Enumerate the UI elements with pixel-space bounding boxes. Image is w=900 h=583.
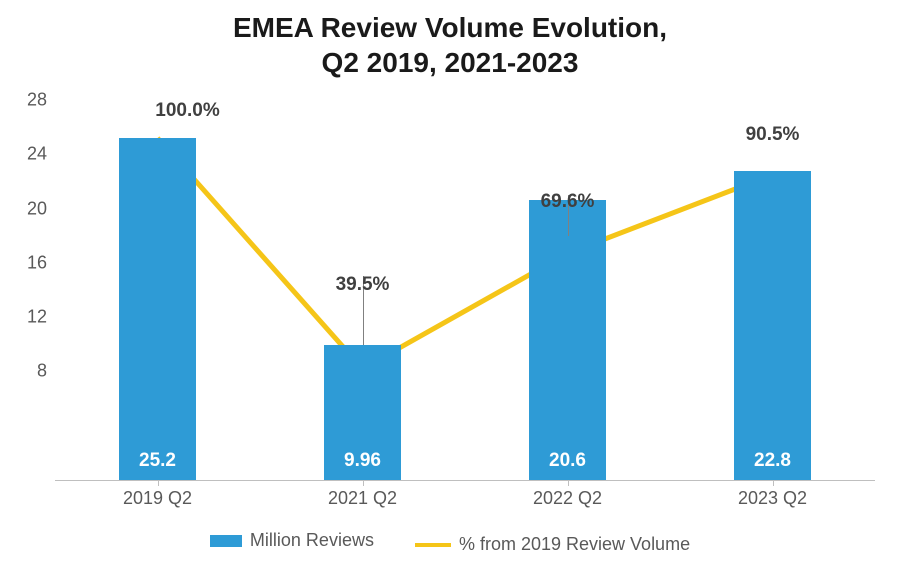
bar-value-label: 20.6: [529, 450, 607, 472]
legend-bar-label: Million Reviews: [250, 530, 374, 551]
y-tick-label: 12: [27, 307, 55, 328]
legend: Million Reviews % from 2019 Review Volum…: [0, 530, 900, 555]
pct-label: 39.5%: [336, 274, 390, 296]
bar: 25.2: [119, 138, 197, 480]
chart-container: EMEA Review Volume Evolution, Q2 2019, 2…: [0, 0, 900, 583]
bar: 20.6: [529, 200, 607, 480]
pct-label: 69.6%: [541, 191, 595, 213]
legend-item-bars: Million Reviews: [210, 530, 374, 551]
pct-label: 90.5%: [746, 124, 800, 146]
x-tick-label: 2021 Q2: [328, 480, 397, 509]
legend-line-label: % from 2019 Review Volume: [459, 534, 690, 555]
x-tick-label: 2022 Q2: [533, 480, 602, 509]
x-tick-label: 2019 Q2: [123, 480, 192, 509]
y-tick-label: 28: [27, 90, 55, 111]
legend-swatch-bar: [210, 535, 242, 547]
chart-title-line1: EMEA Review Volume Evolution,: [0, 10, 900, 45]
plot-area: 812162024282019 Q225.22021 Q29.962022 Q2…: [55, 100, 875, 481]
y-tick-label: 8: [37, 361, 55, 382]
legend-item-line: % from 2019 Review Volume: [415, 534, 690, 555]
line-path: [158, 138, 773, 369]
bar: 22.8: [734, 171, 812, 480]
bar-value-label: 9.96: [324, 450, 402, 472]
bar-value-label: 22.8: [734, 450, 812, 472]
y-tick-label: 16: [27, 252, 55, 273]
bar: 9.96: [324, 345, 402, 480]
legend-swatch-line: [415, 543, 451, 547]
y-tick-label: 20: [27, 198, 55, 219]
x-tick-label: 2023 Q2: [738, 480, 807, 509]
y-tick-label: 24: [27, 144, 55, 165]
bar-value-label: 25.2: [119, 450, 197, 472]
pct-label: 100.0%: [155, 100, 219, 122]
chart-title-line2: Q2 2019, 2021-2023: [0, 45, 900, 80]
chart-title: EMEA Review Volume Evolution, Q2 2019, 2…: [0, 10, 900, 80]
